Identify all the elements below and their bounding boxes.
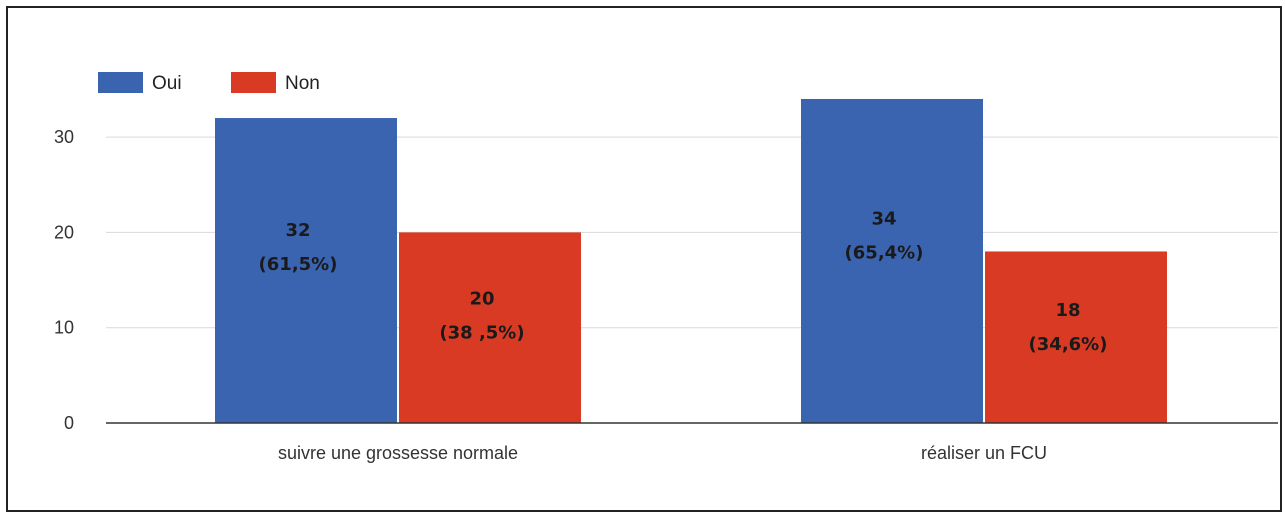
data-label-percent: (65,4%) [845, 243, 924, 264]
y-tick-label: 30 [54, 127, 74, 147]
bar-chart: 0 10 20 30 suivre une grossesse normale réal… [54, 72, 1278, 463]
legend-label-non: Non [285, 73, 320, 94]
x-axis-categories: suivre une grossesse normale réaliser un … [278, 443, 1047, 463]
data-label-percent: (34,6%) [1029, 334, 1108, 355]
legend: Oui Non [98, 72, 320, 94]
x-category-label: suivre une grossesse normale [278, 443, 518, 463]
data-label-percent: (38 ,5%) [439, 323, 524, 344]
bar-non-0 [399, 232, 581, 423]
bar-non-1 [985, 251, 1167, 423]
y-axis-ticks: 0 10 20 30 [54, 127, 74, 433]
data-label-value: 18 [1055, 300, 1080, 321]
data-labels: 32 (61,5%) 20 (38 ,5%) 34 (65,4%) 18 (34,6%) [259, 209, 1108, 355]
y-tick-label: 10 [54, 318, 74, 338]
data-label-value: 34 [871, 209, 896, 230]
legend-label-oui: Oui [152, 73, 182, 94]
data-label-value: 32 [285, 220, 310, 241]
y-tick-label: 20 [54, 222, 74, 242]
x-category-label: réaliser un FCU [921, 443, 1047, 463]
y-tick-label: 0 [64, 413, 74, 433]
data-label-percent: (61,5%) [259, 254, 338, 275]
legend-swatch-oui [98, 72, 143, 93]
bar-oui-1 [801, 98, 983, 423]
bar-oui-0 [215, 118, 397, 423]
bars [215, 98, 1167, 423]
legend-swatch-non [231, 72, 276, 93]
data-label-value: 20 [469, 289, 494, 310]
chart-frame: 0 10 20 30 suivre une grossesse normale réal… [6, 6, 1282, 512]
